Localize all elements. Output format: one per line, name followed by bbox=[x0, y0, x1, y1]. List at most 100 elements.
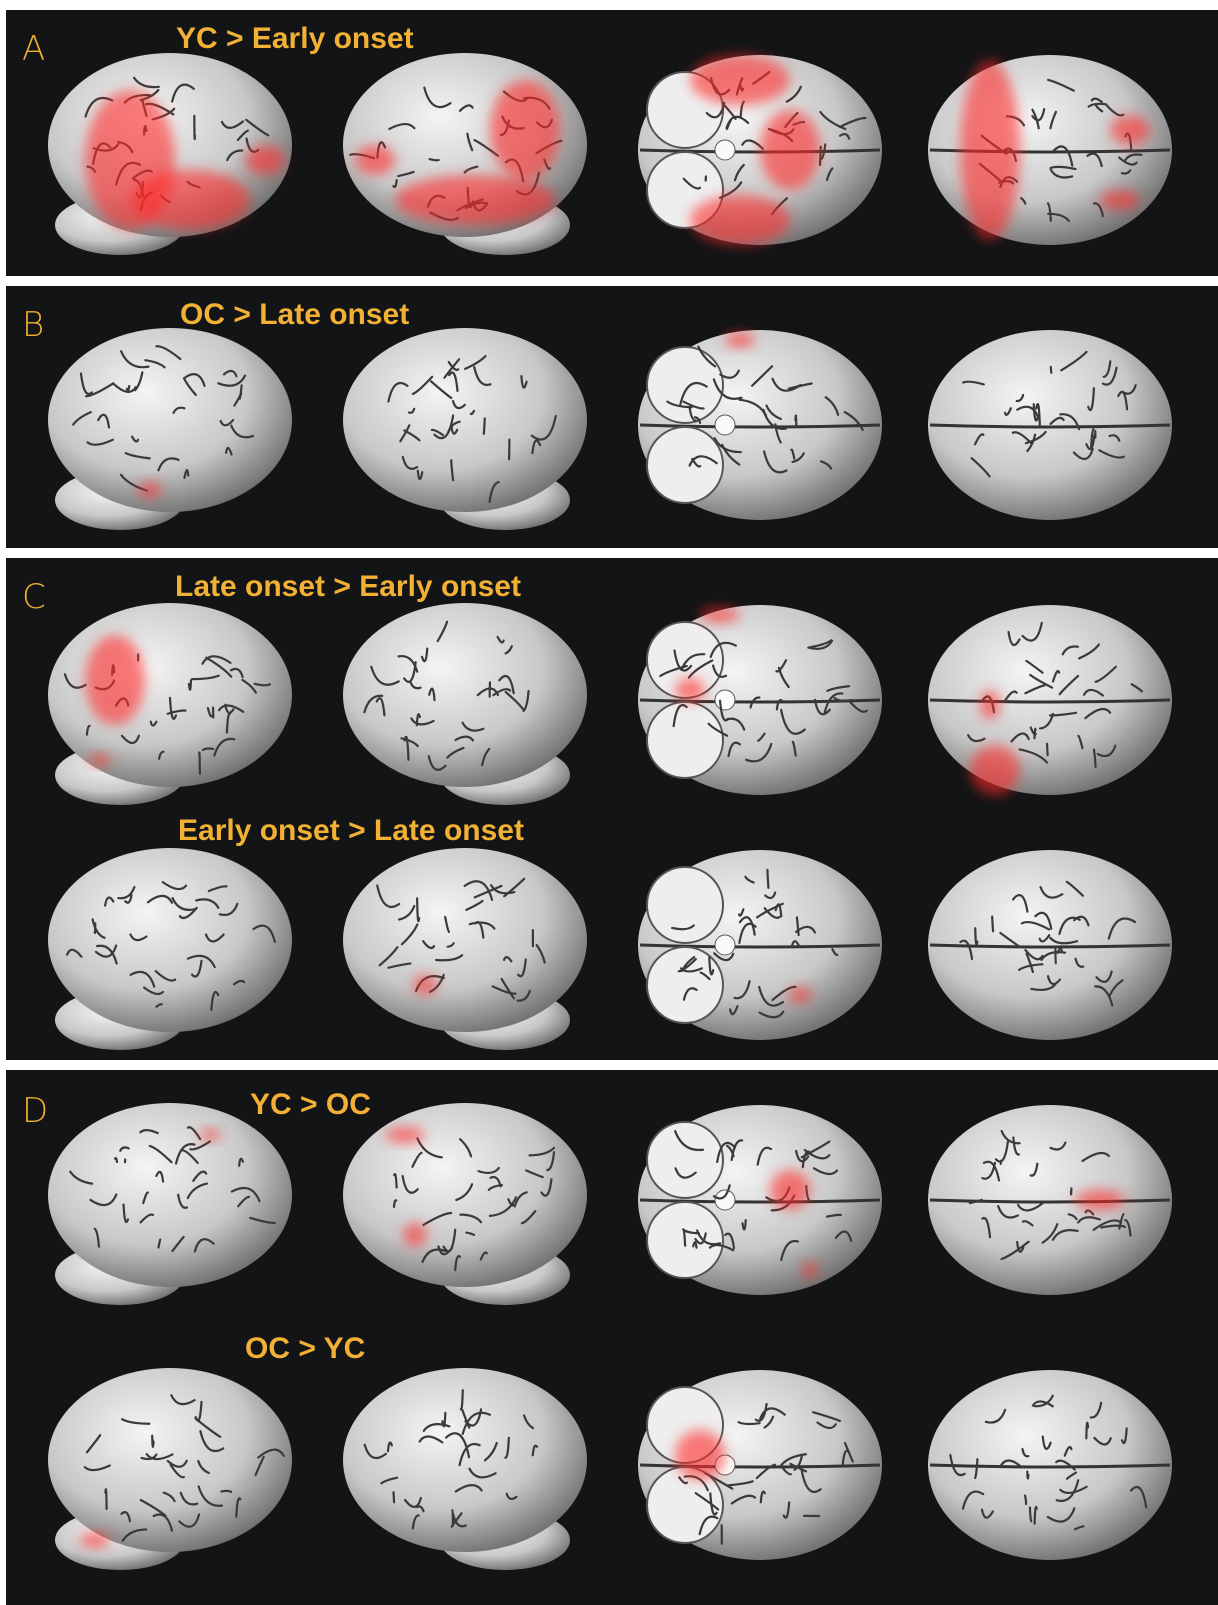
sulcus bbox=[411, 375, 434, 396]
sulcus bbox=[1000, 1129, 1021, 1145]
sulcus bbox=[410, 717, 435, 726]
sulcus bbox=[465, 899, 484, 911]
sulcus bbox=[525, 1169, 544, 1179]
sulcus bbox=[235, 1497, 242, 1518]
sulcus bbox=[790, 940, 801, 948]
sulcus bbox=[959, 939, 974, 961]
sulcus bbox=[1130, 683, 1144, 693]
activation bbox=[700, 607, 740, 623]
sulcus bbox=[1012, 1136, 1020, 1156]
sulcus bbox=[229, 667, 244, 679]
sulcus bbox=[1073, 915, 1090, 927]
sulcus bbox=[388, 122, 416, 131]
sulcus bbox=[671, 924, 695, 931]
brain bbox=[638, 605, 882, 795]
lobe bbox=[646, 701, 724, 779]
brain-renderings bbox=[48, 53, 1172, 1570]
midline bbox=[929, 1463, 1171, 1469]
sulcus bbox=[779, 1453, 807, 1468]
sulcus bbox=[1038, 934, 1051, 943]
sulcus bbox=[120, 734, 141, 745]
sulcus bbox=[528, 1146, 556, 1157]
sulcus bbox=[763, 1415, 775, 1429]
sulcus bbox=[192, 1170, 208, 1182]
sulcus bbox=[699, 971, 711, 981]
sulcus bbox=[1067, 1213, 1078, 1221]
sulcus bbox=[466, 132, 474, 152]
sulcus bbox=[795, 916, 800, 937]
sulcus bbox=[444, 915, 451, 933]
sulcus bbox=[488, 480, 500, 503]
sulcus bbox=[677, 957, 697, 973]
sulcus bbox=[1024, 948, 1044, 961]
sulcus bbox=[762, 408, 787, 430]
activation bbox=[980, 690, 1000, 720]
sulcus bbox=[682, 177, 702, 190]
brain bbox=[343, 53, 587, 255]
sulcus bbox=[230, 1186, 261, 1203]
activation bbox=[355, 145, 395, 175]
sulcus bbox=[834, 1230, 853, 1243]
midline bbox=[639, 1463, 881, 1469]
sulcus bbox=[496, 635, 505, 644]
sulcus bbox=[1049, 1141, 1067, 1151]
sulcus bbox=[831, 948, 839, 957]
sulcus bbox=[764, 891, 777, 900]
sulcus bbox=[1034, 911, 1053, 930]
sulcus bbox=[824, 396, 840, 416]
sulcus bbox=[1047, 78, 1075, 92]
sulcus bbox=[463, 880, 494, 901]
sulcus bbox=[210, 990, 220, 1012]
lobe bbox=[646, 1121, 724, 1199]
sulcus bbox=[1018, 748, 1049, 764]
sulcus bbox=[217, 374, 247, 387]
sulcus bbox=[1055, 1459, 1076, 1471]
sulcus bbox=[502, 956, 513, 963]
sulcus bbox=[464, 355, 487, 370]
sulcus bbox=[1124, 1218, 1132, 1237]
sulcus bbox=[707, 722, 729, 737]
sulcus bbox=[674, 1167, 697, 1179]
activation bbox=[138, 482, 162, 498]
brain bbox=[343, 1368, 587, 1570]
sulcus bbox=[468, 921, 496, 930]
sulcus bbox=[713, 952, 735, 962]
sulcus bbox=[682, 987, 698, 1001]
sulcus bbox=[741, 1218, 747, 1231]
brain bbox=[928, 850, 1172, 1040]
sulcus bbox=[380, 1476, 399, 1485]
sulcus bbox=[1029, 1162, 1039, 1177]
sulcus bbox=[134, 371, 144, 392]
sulcus bbox=[166, 1459, 188, 1468]
sulcus bbox=[1118, 1213, 1125, 1230]
sulcus bbox=[171, 1235, 185, 1253]
sulcus bbox=[171, 897, 197, 911]
sulcus bbox=[392, 178, 398, 189]
cortex bbox=[343, 848, 587, 1032]
sulcus bbox=[252, 924, 276, 943]
sulcus bbox=[450, 459, 455, 482]
sulcus bbox=[693, 416, 702, 424]
brain bbox=[48, 1368, 292, 1570]
sulcus bbox=[69, 1170, 94, 1185]
sulcus bbox=[1045, 742, 1049, 757]
sulcus bbox=[1121, 384, 1137, 395]
sulcus bbox=[182, 373, 206, 387]
sulcus bbox=[787, 382, 813, 390]
sulcus bbox=[981, 1216, 992, 1239]
sulcus bbox=[1052, 145, 1074, 167]
brain bbox=[343, 1103, 587, 1305]
sulcus bbox=[708, 956, 715, 976]
sulcus bbox=[454, 735, 475, 742]
sulcus bbox=[999, 931, 1021, 948]
sulcus bbox=[416, 897, 421, 923]
sulcus bbox=[1129, 1485, 1148, 1509]
sulcus bbox=[177, 1193, 189, 1209]
sulcus bbox=[1041, 1435, 1052, 1450]
sulcus bbox=[174, 1143, 196, 1165]
sulcus bbox=[121, 1418, 151, 1425]
sulcus bbox=[775, 659, 788, 673]
sulcus bbox=[679, 967, 703, 973]
separator bbox=[0, 277, 1218, 283]
sulcus bbox=[744, 875, 755, 884]
